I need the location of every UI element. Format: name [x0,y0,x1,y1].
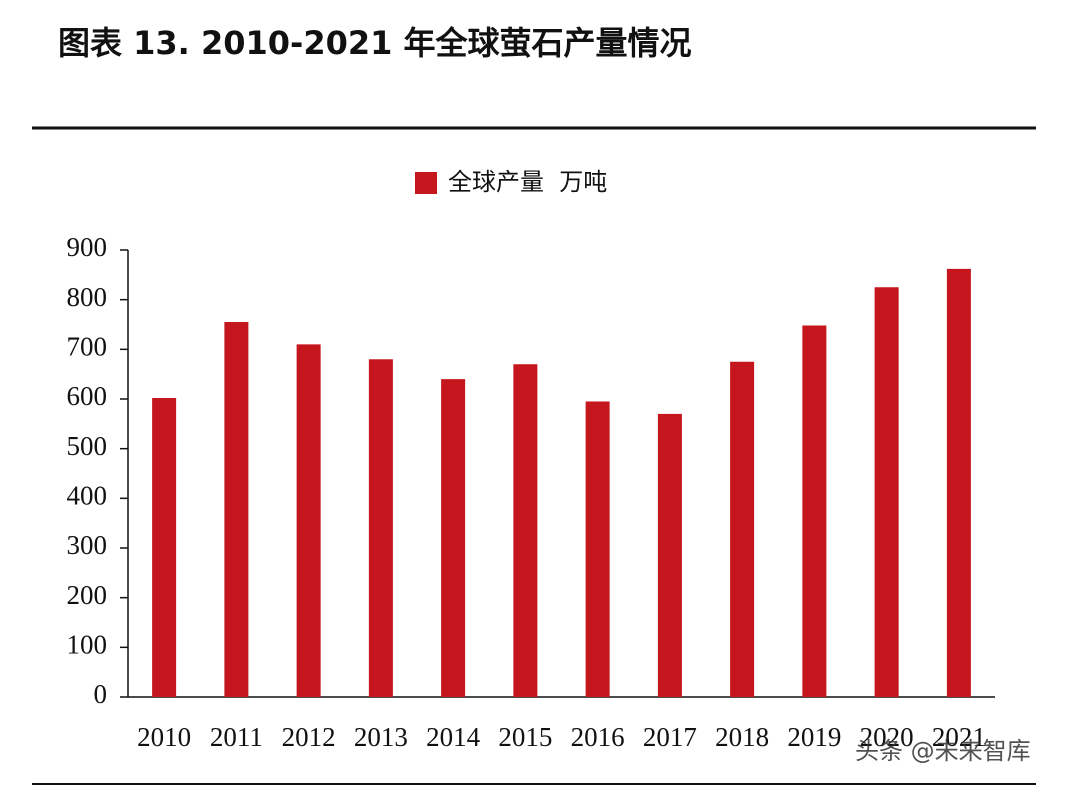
x-tick-label: 2015 [498,722,552,752]
legend-swatch [415,172,437,194]
x-tick-label: 2019 [787,722,841,752]
y-tick-label: 500 [67,431,108,461]
y-tick-label: 100 [67,630,108,660]
x-tick-label: 2010 [137,722,191,752]
bar [224,322,249,697]
x-tick-label: 2011 [210,722,263,752]
y-tick-label: 0 [94,679,108,709]
x-tick-label: 2012 [282,722,336,752]
x-tick-label: 2013 [354,722,408,752]
x-tick-label: 2016 [571,722,625,752]
bar [368,359,393,697]
y-tick-label: 700 [67,332,108,362]
y-tick-label: 900 [67,232,108,262]
bar [802,325,827,697]
x-tick-label: 2021 [932,722,986,752]
bar [657,413,682,697]
x-tick-label: 2017 [643,722,697,752]
x-tick-label: 2020 [860,722,914,752]
y-tick-label: 600 [67,381,108,411]
bar [441,379,466,697]
y-tick-label: 200 [67,580,108,610]
bar [296,344,321,697]
bar [152,398,177,697]
y-tick-label: 800 [67,282,108,312]
bar [946,268,971,697]
bar [874,287,899,697]
y-tick-label: 300 [67,530,108,560]
bar [730,361,755,697]
x-tick-label: 2014 [426,722,481,752]
watermark: 头条 @未来智库 [855,737,1031,765]
chart-title: 图表 13. 2010-2021 年全球萤石产量情况 [58,24,692,62]
legend-label: 全球产量 万吨 [448,168,607,196]
bar [513,364,538,697]
y-tick-label: 400 [67,481,108,511]
x-tick-label: 2018 [715,722,769,752]
bar [585,401,610,697]
